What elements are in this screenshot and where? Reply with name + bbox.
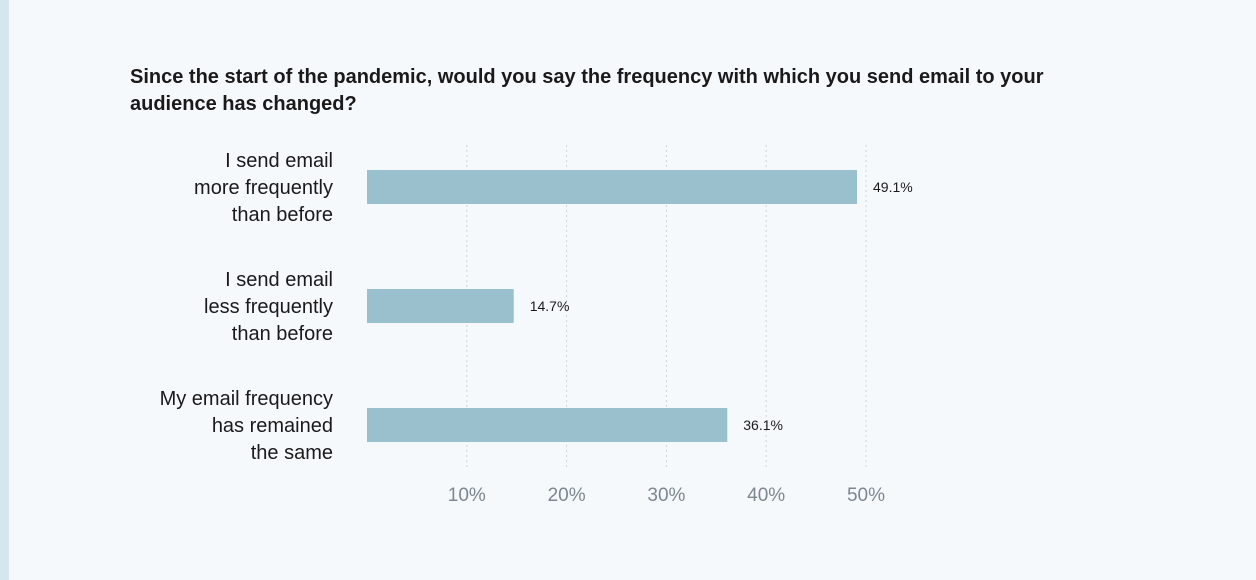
category-label-line: the same: [251, 442, 333, 464]
bar: [367, 170, 858, 204]
bars: [367, 170, 858, 442]
x-tick-label: 20%: [548, 485, 586, 506]
bar: [367, 289, 514, 323]
x-tick-label: 50%: [847, 485, 885, 506]
category-label: My email frequency has remained the same: [160, 388, 333, 464]
bar: [367, 408, 728, 442]
data-label: 49.1%: [873, 179, 913, 195]
x-tick-label: 30%: [647, 485, 685, 506]
data-label: 14.7%: [530, 298, 570, 314]
category-label-line: has remained: [212, 415, 333, 437]
chart-card: Since the start of the pandemic, would y…: [9, 0, 1256, 580]
chart-title: Since the start of the pandemic, would y…: [130, 66, 1044, 115]
category-labels: I send email more frequently than beforeI …: [160, 150, 333, 464]
category-label-line: I send email: [225, 150, 333, 172]
data-label: 36.1%: [743, 417, 783, 433]
category-label-line: than before: [232, 204, 333, 226]
category-label-line: My email frequency: [160, 388, 333, 410]
category-label-line: I send email: [225, 269, 333, 291]
category-label: I send email more frequently than before: [194, 150, 333, 226]
left-accent-strip: [0, 0, 9, 580]
category-label-line: less frequently: [204, 296, 333, 318]
category-label-line: more frequently: [194, 177, 333, 199]
x-tick-label: 40%: [747, 485, 785, 506]
category-label: I send email less frequently than before: [204, 269, 333, 345]
x-axis-ticks: 10% 20% 30% 40% 50%: [448, 485, 885, 506]
category-label-line: than before: [232, 323, 333, 345]
bar-chart: I send email more frequently than beforeI …: [160, 145, 913, 506]
x-tick-label: 10%: [448, 485, 486, 506]
data-labels: 49.1% 14.7% 36.1%: [530, 179, 913, 433]
